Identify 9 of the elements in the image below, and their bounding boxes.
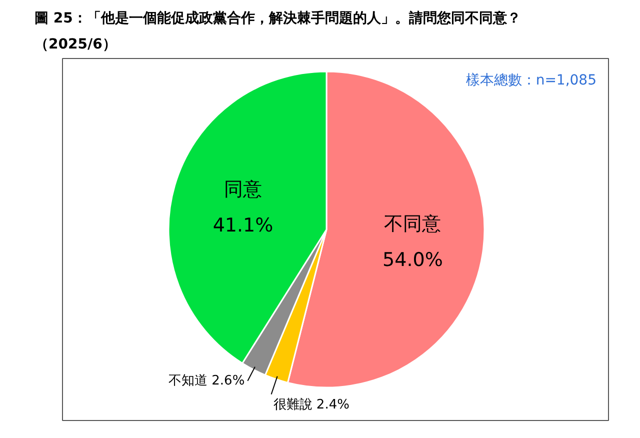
chart-subtitle: （2025/6） — [34, 36, 116, 52]
slice-label: 不知道 2.6% — [168, 373, 245, 388]
chart-title: 圖 25：「他是一個能促成政黨合作，解決棘手問題的人」。請問您同不同意？ — [34, 10, 521, 26]
data-label: 41.1% — [212, 214, 274, 236]
text: 樣本總數：n=1,085 — [466, 72, 597, 88]
slice-label: 不同意 — [384, 213, 442, 236]
slice-label: 同意 — [224, 178, 262, 200]
slice-label: 很難說 2.4% — [273, 397, 350, 412]
data-label: 54.0% — [382, 249, 443, 272]
